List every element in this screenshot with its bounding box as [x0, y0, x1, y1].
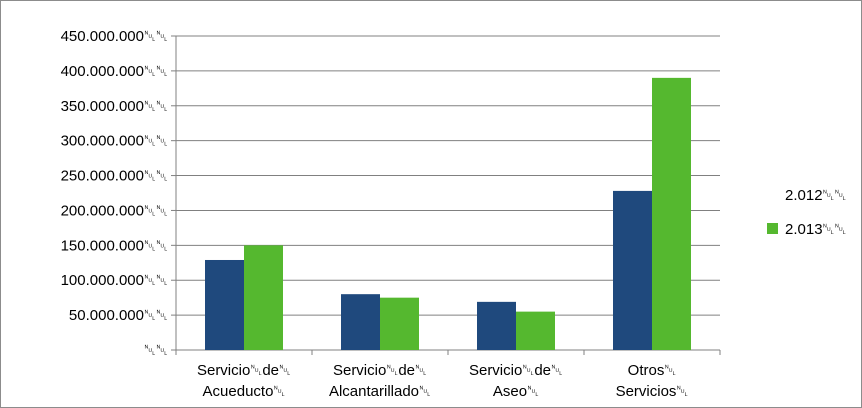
x-tick-label: Servicio␀de␀	[197, 362, 291, 379]
bar-series-1	[613, 190, 652, 350]
bar-series-2	[380, 297, 419, 350]
bar-series-1	[341, 294, 380, 350]
bar-series-2	[516, 311, 555, 350]
y-tick-label: 350.000.000␀␀	[61, 98, 168, 115]
y-tick-label: 250.000.000␀␀	[61, 168, 168, 185]
legend: 2.012␀␀ 2.013␀␀	[767, 187, 847, 238]
y-tick-labels: ␀␀ 50.000.000␀␀ 100.000.000␀␀ 150.000.000␀␀…	[61, 28, 168, 359]
y-tick-label: 200.000.000␀␀	[61, 202, 168, 219]
y-tick-label: 450.000.000␀␀	[61, 28, 168, 45]
x-tick-label: Aseo␀	[493, 383, 539, 400]
y-tick-label: 300.000.000␀␀	[61, 133, 168, 150]
x-tick-label: Servicio␀de␀	[469, 362, 563, 379]
bar-series-1	[477, 301, 516, 350]
x-tick-label: Servicios␀	[616, 383, 689, 400]
bar-series-2	[244, 245, 283, 350]
legend-label: 2.012␀␀	[785, 187, 847, 204]
legend-label: 2.013␀␀	[785, 221, 847, 238]
x-tick-label: Alcantarillado␀	[329, 383, 431, 400]
y-tick-label: 400.000.000␀␀	[61, 63, 168, 80]
bar-series-2	[652, 77, 691, 350]
legend-swatch	[767, 223, 778, 234]
bar-series-1	[205, 259, 244, 350]
y-tick-label: 150.000.000␀␀	[61, 237, 168, 254]
x-tick-label: Otros␀	[628, 362, 677, 379]
y-tick-label: ␀␀	[144, 342, 168, 359]
y-tick-label: 100.000.000␀␀	[61, 272, 168, 289]
bars	[205, 77, 691, 350]
x-tick-label: Acueducto␀	[203, 383, 286, 400]
y-tick-label: 50.000.000␀␀	[69, 307, 168, 324]
x-tick-labels: Servicio␀de␀ Acueducto␀ Servicio␀de␀ Alcant…	[197, 362, 688, 400]
x-tick-label: Servicio␀de␀	[333, 362, 427, 379]
